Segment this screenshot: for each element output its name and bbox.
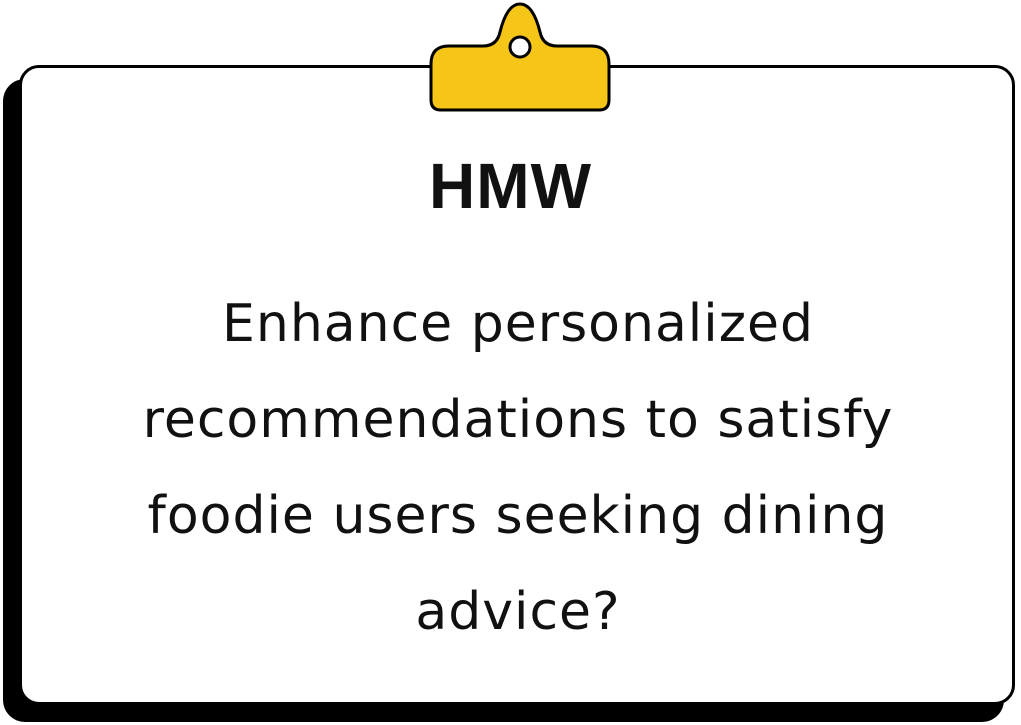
clip-icon <box>429 2 611 112</box>
card-title: HMW <box>429 150 592 222</box>
card-body-text: Enhance personalized recommendations to … <box>142 294 894 642</box>
hmw-card <box>19 65 1015 705</box>
